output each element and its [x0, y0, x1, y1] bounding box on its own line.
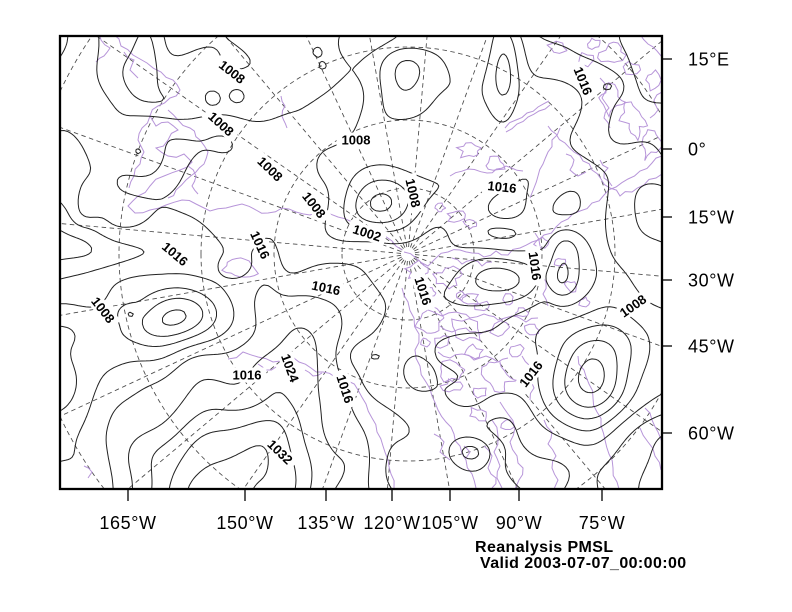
svg-text:105°W: 105°W — [421, 513, 478, 533]
svg-text:45°W: 45°W — [688, 337, 735, 357]
svg-text:165°W: 165°W — [99, 513, 156, 533]
svg-text:30°W: 30°W — [688, 271, 735, 291]
svg-text:1008: 1008 — [402, 177, 423, 209]
svg-text:90°W: 90°W — [496, 513, 543, 533]
svg-text:1016: 1016 — [310, 278, 341, 299]
svg-text:15°E: 15°E — [688, 50, 730, 70]
svg-text:135°W: 135°W — [297, 513, 354, 533]
svg-text:150°W: 150°W — [216, 513, 273, 533]
svg-text:1008: 1008 — [342, 133, 371, 148]
svg-text:Valid 2003-07-07_00:00:00: Valid 2003-07-07_00:00:00 — [480, 555, 687, 572]
svg-text:1016: 1016 — [487, 178, 517, 196]
svg-text:1016: 1016 — [233, 368, 262, 383]
svg-text:120°W: 120°W — [363, 513, 420, 533]
svg-text:60°W: 60°W — [688, 424, 735, 444]
svg-text:15°W: 15°W — [688, 208, 735, 228]
svg-text:0°: 0° — [688, 140, 706, 160]
svg-text:Reanalysis PMSL: Reanalysis PMSL — [475, 539, 614, 556]
svg-text:1016: 1016 — [526, 251, 545, 282]
svg-text:75°W: 75°W — [579, 513, 626, 533]
